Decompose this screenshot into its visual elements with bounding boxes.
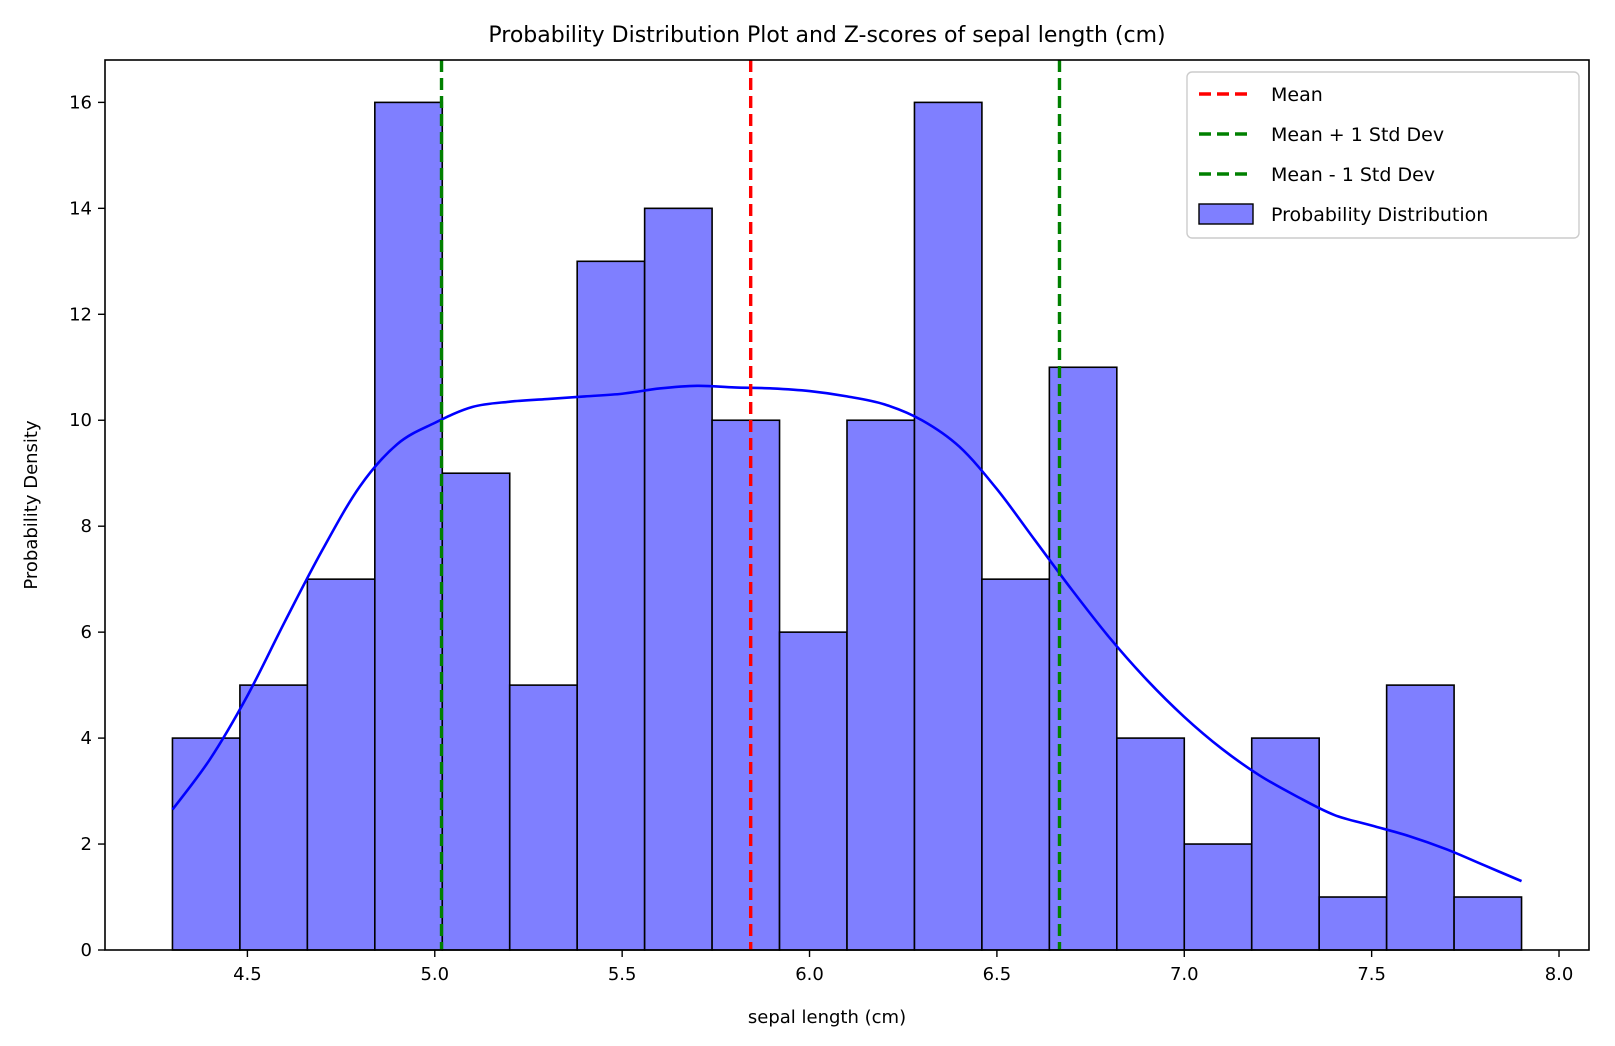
histogram-bar: [1453, 896, 1523, 951]
legend: Mean Mean + 1 Std Dev Mean - 1 Std Dev Prob…: [1186, 71, 1580, 239]
y-tick-label: 12: [69, 304, 92, 325]
y-axis-label: Probability Density: [21, 420, 42, 590]
histogram-bar: [981, 578, 1051, 951]
histogram-bar: [778, 631, 848, 951]
x-tick-label: 5.5: [608, 964, 637, 985]
histogram-bar: [239, 684, 309, 951]
reference-lines: [439, 60, 1062, 950]
histogram-bar: [576, 260, 646, 951]
histogram-bars: [171, 101, 1523, 951]
chart-title: Probability Distribution Plot and Z-scor…: [488, 23, 1165, 48]
x-tick-label: 4.5: [233, 964, 262, 985]
histogram-bar: [306, 578, 376, 951]
histogram-bar: [1318, 896, 1388, 951]
legend-box: [1186, 71, 1580, 239]
histogram-bar: [1116, 737, 1186, 951]
x-tick-label: 6.5: [983, 964, 1012, 985]
y-tick-label: 6: [81, 622, 92, 643]
histogram-bar: [913, 101, 983, 951]
histogram-bar: [1385, 684, 1455, 951]
histogram-bar: [171, 737, 241, 951]
histogram-bar: [711, 419, 781, 951]
histogram-bar: [846, 419, 916, 951]
kde-curve-group: [171, 384, 1523, 883]
x-tick-label: 5.0: [420, 964, 449, 985]
y-tick-label: 0: [81, 940, 92, 961]
legend-label-probability-distribution: Probability Distribution: [1271, 204, 1488, 226]
x-tick-label: 7.0: [1170, 964, 1199, 985]
histogram-bar: [643, 207, 713, 951]
x-tick-label: 6.0: [795, 964, 824, 985]
x-tick-label: 7.5: [1357, 964, 1386, 985]
histogram-bar: [441, 472, 511, 951]
y-tick-label: 14: [69, 198, 92, 219]
y-tick-label: 16: [69, 92, 92, 113]
histogram-bar: [1183, 843, 1253, 951]
legend-label-mean-minus-1-std-dev: Mean - 1 Std Dev: [1271, 164, 1435, 186]
axes: 4.5 5.0 5.5 6.0 6.5 7.0 7.5 8.0 0 2 4 6 8 10 12 14 16: [69, 59, 1590, 985]
legend-label-mean: Mean: [1271, 84, 1323, 106]
histogram-bar: [1250, 737, 1320, 951]
histogram-bar: [374, 101, 444, 951]
y-tick-label: 8: [81, 516, 92, 537]
legend-swatch-probability-distribution: [1198, 203, 1254, 225]
kde-curve: [171, 384, 1523, 883]
legend-label-mean-plus-1-std-dev: Mean + 1 Std Dev: [1271, 124, 1444, 146]
y-tick-label: 4: [81, 728, 92, 749]
y-tick-label: 2: [81, 834, 92, 855]
x-tick-label: 8.0: [1545, 964, 1574, 985]
y-tick-label: 10: [69, 410, 92, 431]
x-axis-label: sepal length (cm): [748, 1007, 906, 1028]
axes-frame: [104, 59, 1590, 951]
histogram-bar: [508, 684, 578, 951]
